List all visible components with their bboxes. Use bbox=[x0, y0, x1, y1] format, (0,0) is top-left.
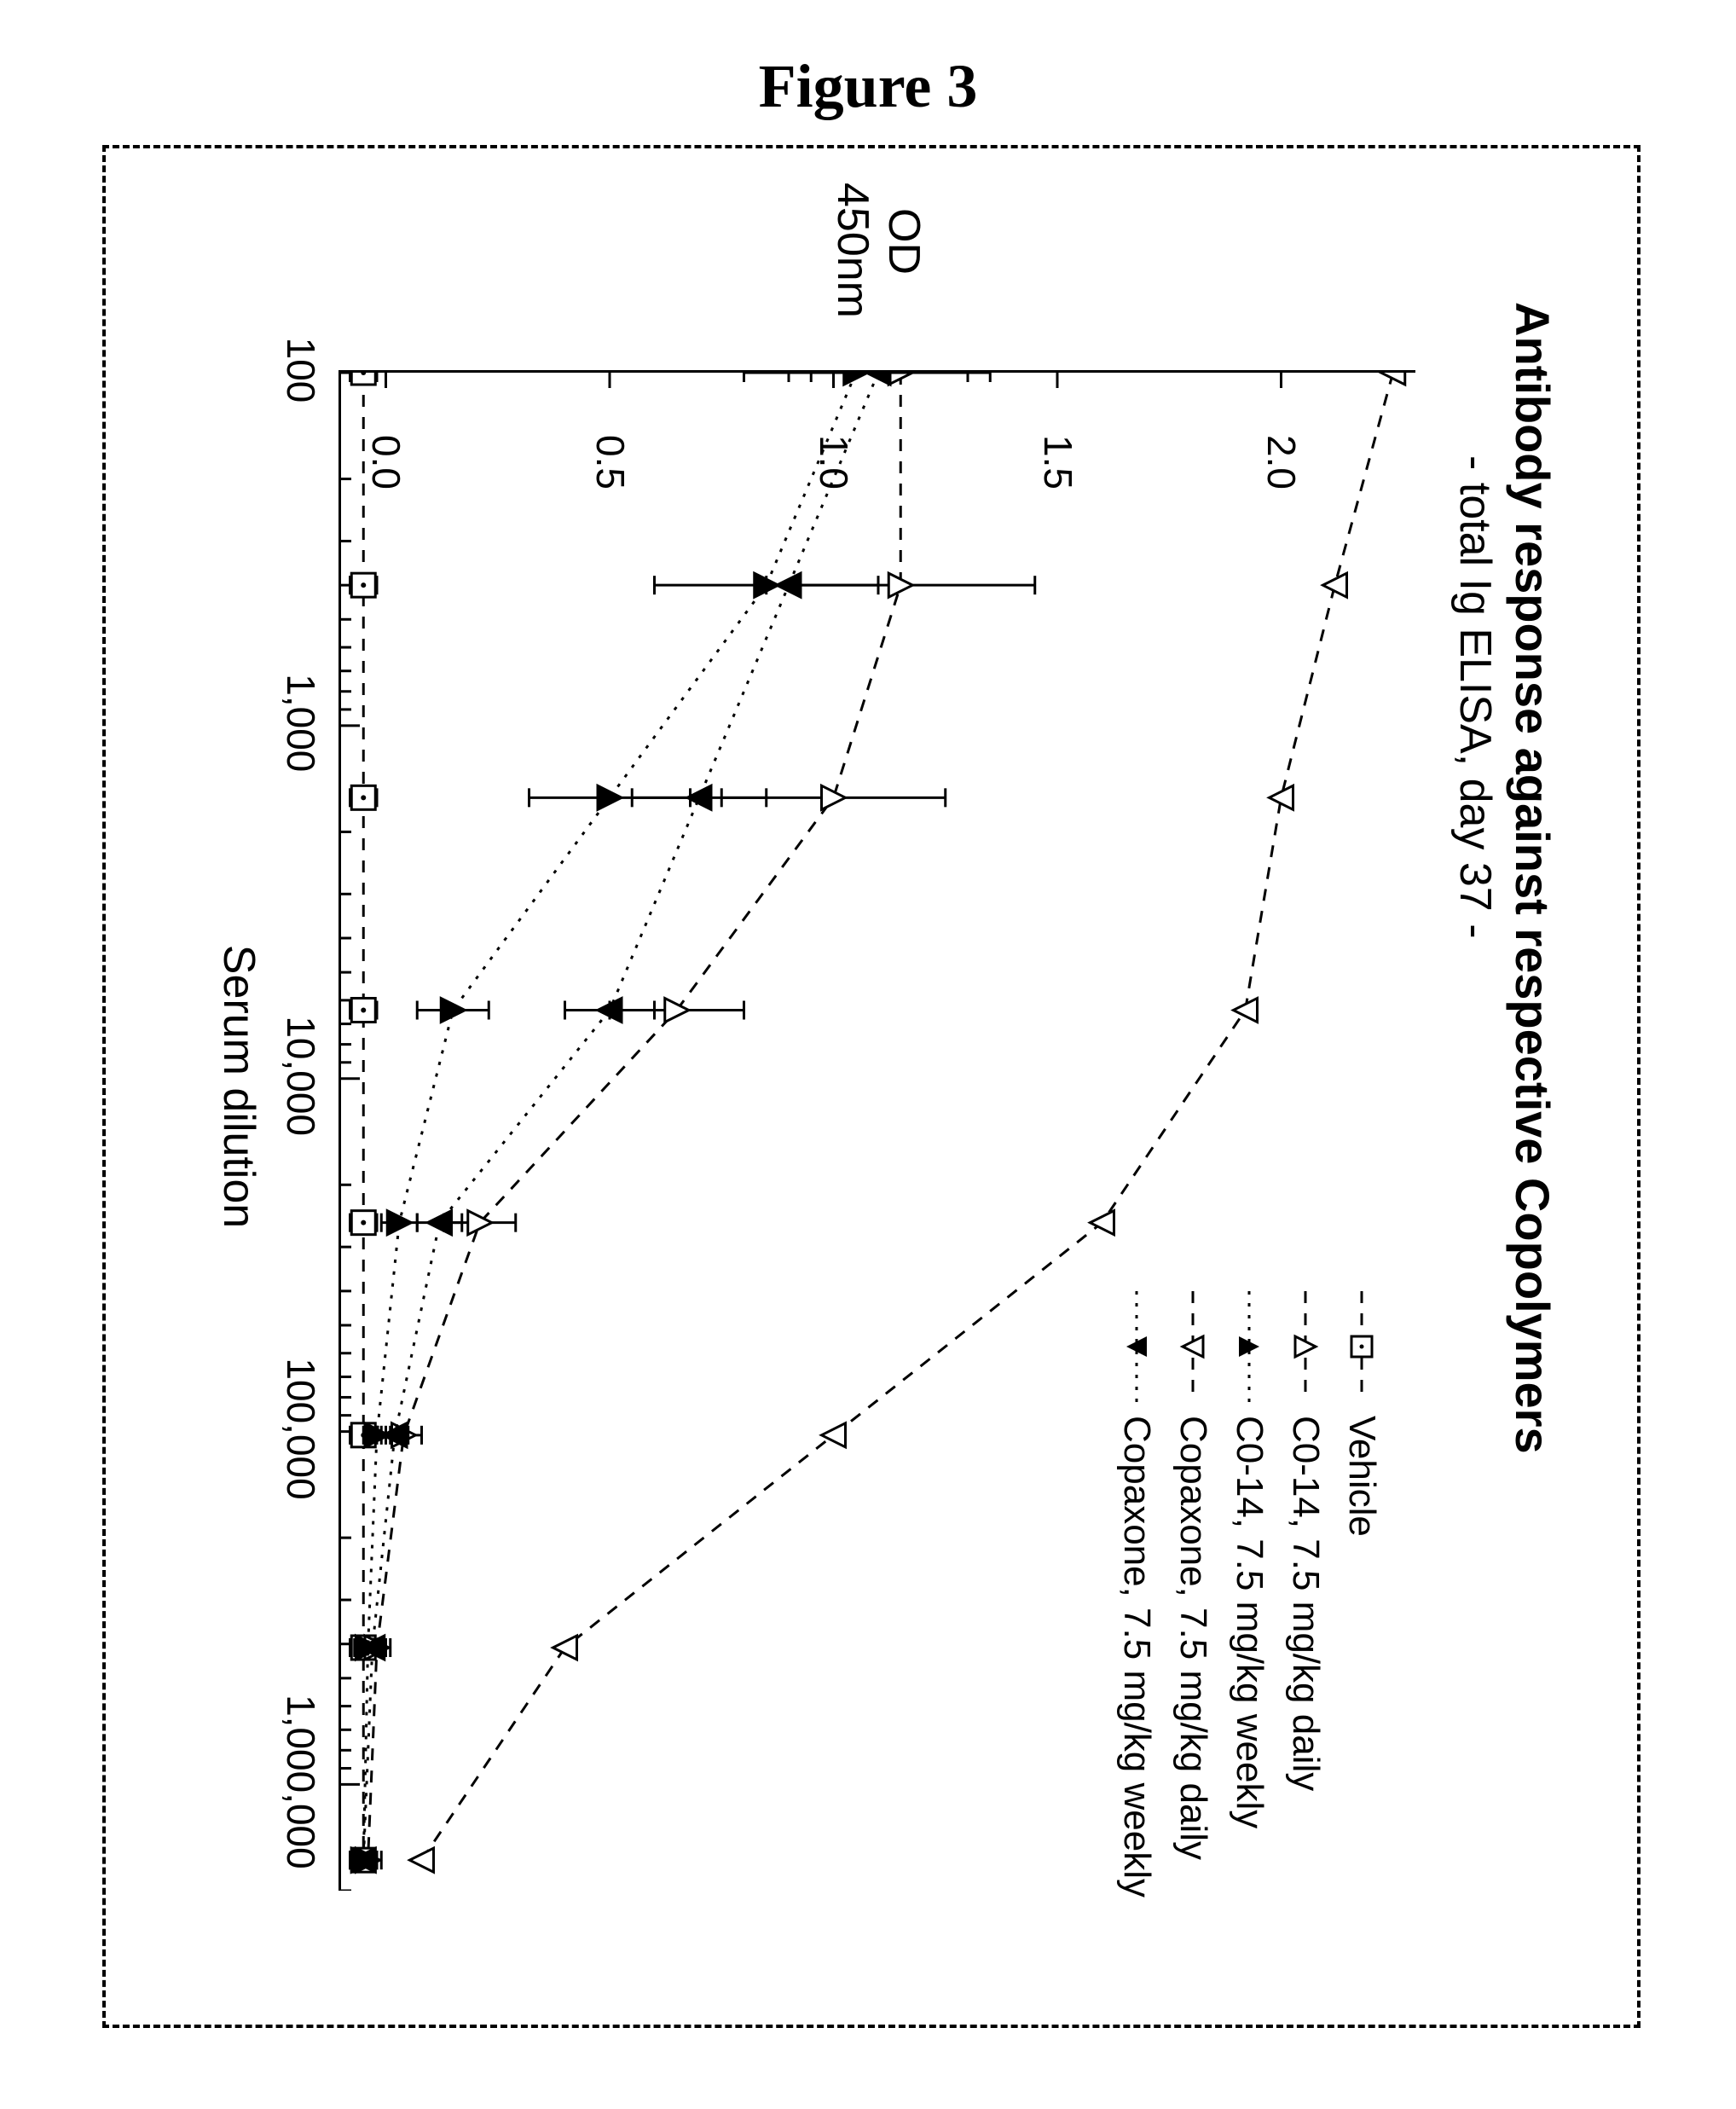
legend-item: C0-14, 7.5 mg/kg daily bbox=[1277, 1291, 1334, 1898]
legend-item: Copaxone, 7.5 mg/kg weekly bbox=[1108, 1291, 1165, 1898]
x-tick-label: 100,000 bbox=[278, 1358, 324, 1499]
figure-number-label: Figure 3 bbox=[0, 51, 1736, 122]
y-tick-label: 1.5 bbox=[1035, 319, 1081, 490]
x-tick-label: 1,000,000 bbox=[278, 1695, 324, 1869]
legend-item: C0-14, 7.5 mg/kg weekly bbox=[1221, 1291, 1277, 1898]
legend-swatch bbox=[1288, 1291, 1322, 1402]
legend-swatch bbox=[1345, 1291, 1379, 1402]
legend-label: Vehicle bbox=[1340, 1416, 1383, 1537]
legend-swatch bbox=[1232, 1291, 1266, 1402]
chart-title: Antibody response against respective Cop… bbox=[1505, 302, 1560, 1454]
legend-item: Copaxone, 7.5 mg/kg daily bbox=[1165, 1291, 1221, 1898]
x-tick-label: 1,000 bbox=[278, 674, 324, 772]
legend-swatch bbox=[1176, 1291, 1210, 1402]
legend-label: Copaxone, 7.5 mg/kg weekly bbox=[1115, 1416, 1158, 1898]
legend-item: Vehicle bbox=[1334, 1291, 1390, 1898]
legend-label: Copaxone, 7.5 mg/kg daily bbox=[1172, 1416, 1214, 1860]
chart-subtitle: - total Ig ELISA, day 37 - bbox=[1450, 455, 1501, 939]
figure-dashed-border: Antibody response against respective Cop… bbox=[102, 145, 1641, 2028]
legend: Vehicle C0-14, 7.5 mg/kg daily C0-14, 7.5 … bbox=[1108, 1291, 1390, 1898]
rotated-chart-stage: Antibody response against respective Cop… bbox=[106, 148, 1637, 2025]
legend-swatch bbox=[1120, 1291, 1154, 1402]
y-tick-label: 0.5 bbox=[587, 319, 634, 490]
x-axis-title: Serum dilution bbox=[213, 945, 264, 1228]
x-tick-label: 100 bbox=[278, 338, 324, 403]
y-axis-title-line1: OD bbox=[878, 208, 929, 275]
legend-label: C0-14, 7.5 mg/kg daily bbox=[1284, 1416, 1327, 1791]
x-tick-label: 10,000 bbox=[278, 1016, 324, 1136]
y-axis-title-line2: 450nm bbox=[827, 183, 878, 318]
y-tick-label: 0.0 bbox=[364, 319, 410, 490]
y-tick-label: 1.0 bbox=[812, 319, 858, 490]
page: Figure 3 Antibody response against respe… bbox=[0, 0, 1736, 2109]
legend-label: C0-14, 7.5 mg/kg weekly bbox=[1228, 1416, 1270, 1828]
y-tick-label: 2.0 bbox=[1259, 319, 1305, 490]
